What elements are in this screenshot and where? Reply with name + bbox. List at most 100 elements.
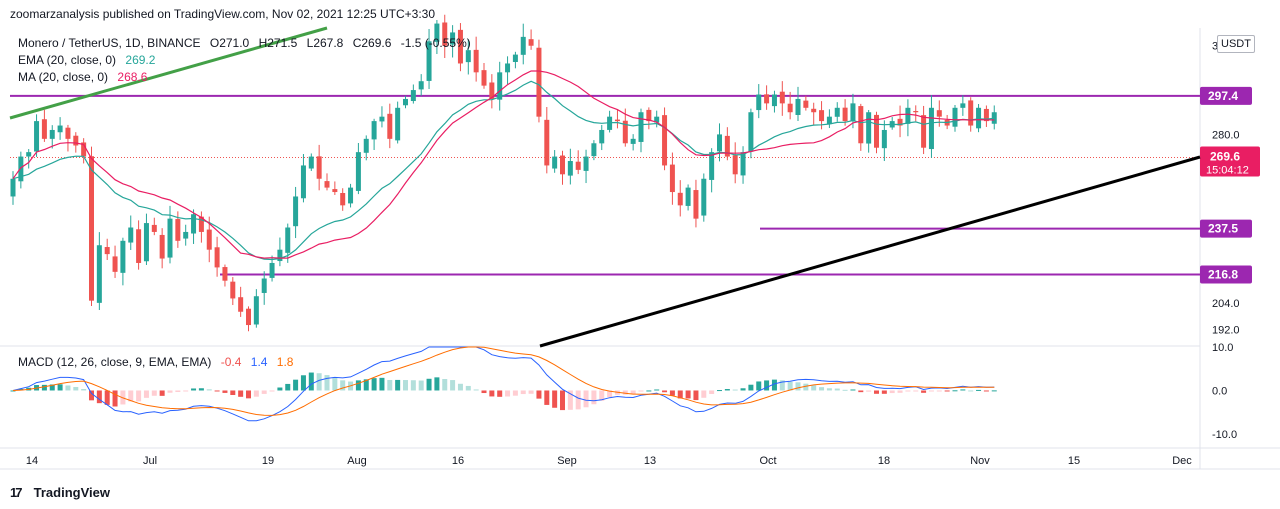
candle-body — [410, 90, 416, 102]
candle-body — [151, 224, 157, 232]
ema-legend[interactable]: EMA (20, close, 0) 269.2 — [18, 53, 161, 67]
macd-hist-bar — [104, 390, 110, 405]
candle-body — [575, 161, 581, 170]
candle-body — [206, 229, 212, 250]
macd-hist-bar — [826, 388, 832, 391]
level-label: 216.8 — [1208, 268, 1238, 282]
macd-hist-bar — [803, 383, 809, 391]
macd-hist-bar — [701, 390, 707, 398]
macd-hist-bar — [198, 388, 204, 391]
macd-hist-bar — [41, 384, 47, 391]
macd-hist-bar — [991, 390, 997, 392]
axis-unit-button[interactable]: USDT — [1217, 35, 1255, 53]
macd-hist-bar — [450, 380, 456, 391]
candle-body — [693, 190, 699, 219]
current-price-bg — [1200, 146, 1260, 177]
candle-body — [787, 103, 793, 113]
macd-hist-bar — [921, 390, 927, 393]
macd-hist-bar — [238, 390, 244, 397]
moving-averages — [12, 70, 995, 261]
macd-hist-bar — [764, 380, 770, 391]
macd-hist-bar — [363, 379, 369, 391]
ohlc-close: C269.6 — [352, 36, 392, 50]
macd-line-value: 1.4 — [250, 355, 268, 369]
time-tick-label: 19 — [262, 455, 274, 467]
macd-hist-bar — [143, 390, 149, 398]
macd-hist-bar — [316, 373, 322, 391]
candle-body — [505, 63, 511, 73]
macd-hist-bar — [434, 377, 440, 391]
level-label: 297.4 — [1208, 89, 1238, 103]
macd-hist-bar — [246, 390, 251, 399]
macd-hist-bar — [387, 379, 393, 391]
macd-hist-bar — [795, 382, 801, 391]
candle-body — [363, 138, 369, 153]
support-resistance-levels: 297.4 237.5 216.8 269.615:04:12 — [10, 86, 1260, 284]
candle-body — [143, 223, 149, 262]
macd-hist-bar — [395, 379, 401, 391]
candle-body — [49, 129, 55, 139]
macd-hist-bar — [293, 379, 299, 391]
candle-body — [18, 156, 24, 182]
macd-hist-bar — [575, 390, 581, 410]
macd-hist-bar — [112, 390, 118, 407]
candle-body — [246, 308, 251, 326]
candle-body — [285, 227, 291, 253]
macd-legend[interactable]: MACD (12, 26, close, 9, EMA, EMA) -0.4 1… — [18, 355, 299, 369]
candle-body — [120, 240, 126, 273]
candle-body — [308, 156, 314, 169]
candle-body — [316, 156, 322, 179]
macd-hist-bar — [630, 390, 636, 394]
candle-body — [842, 107, 848, 122]
candle-body — [913, 111, 919, 113]
time-tick-label: Oct — [759, 455, 776, 467]
macd-hist-bar — [591, 390, 597, 405]
symbol-legend[interactable]: Monero / TetherUS, 1D, BINANCE O271.0 H2… — [18, 36, 477, 50]
macd-tick-label: 0.0 — [1212, 385, 1227, 397]
ma-legend[interactable]: MA (20, close, 0) 268.6 — [18, 70, 153, 84]
candle-body — [387, 113, 393, 139]
macd-hist-bar — [277, 387, 283, 391]
macd-hist-bar — [230, 390, 236, 395]
macd-hist-bar — [418, 380, 424, 391]
candle-body — [183, 231, 189, 239]
price-change: -1.5 (-0.55%) — [400, 36, 471, 50]
macd-hist-bar — [159, 390, 165, 396]
level-label-bg — [1200, 219, 1252, 238]
candle-body — [434, 23, 440, 42]
macd-hist-bar — [300, 375, 306, 391]
candle-body — [65, 127, 71, 139]
macd-hist-bar — [646, 390, 652, 392]
candle-body — [614, 119, 620, 122]
candle-body — [748, 112, 754, 152]
macd-hist-bar — [206, 389, 212, 391]
candle-body — [685, 187, 691, 206]
candle-body — [34, 121, 40, 152]
macd-hist-bar — [536, 390, 542, 399]
candle-body — [732, 155, 738, 175]
candle-body — [960, 103, 966, 108]
candle-body — [230, 281, 236, 299]
macd-hist-bar — [528, 390, 534, 394]
candle-body — [811, 108, 817, 113]
macd-hist-bar — [944, 390, 950, 392]
macd-hist-bar — [269, 390, 275, 392]
candle-body — [583, 156, 589, 171]
ema-label: EMA (20, close, 0) — [18, 53, 117, 67]
macd-hist-bar — [520, 390, 526, 395]
candle-body — [654, 116, 660, 123]
candle-body — [858, 106, 864, 144]
macd-hist-bar — [544, 390, 550, 405]
macd-hist-bar — [654, 389, 660, 391]
macd-hist-bar — [552, 390, 558, 408]
tradingview-brand[interactable]: 17 TradingView — [10, 485, 110, 500]
macd-hist-bar — [748, 384, 754, 391]
candle-body — [10, 178, 16, 197]
macd-hist-bar — [717, 390, 722, 392]
macd-hist-bar — [819, 387, 825, 391]
candle-body — [418, 81, 424, 90]
macd-hist-bar — [10, 390, 16, 392]
candle-body — [662, 115, 668, 166]
